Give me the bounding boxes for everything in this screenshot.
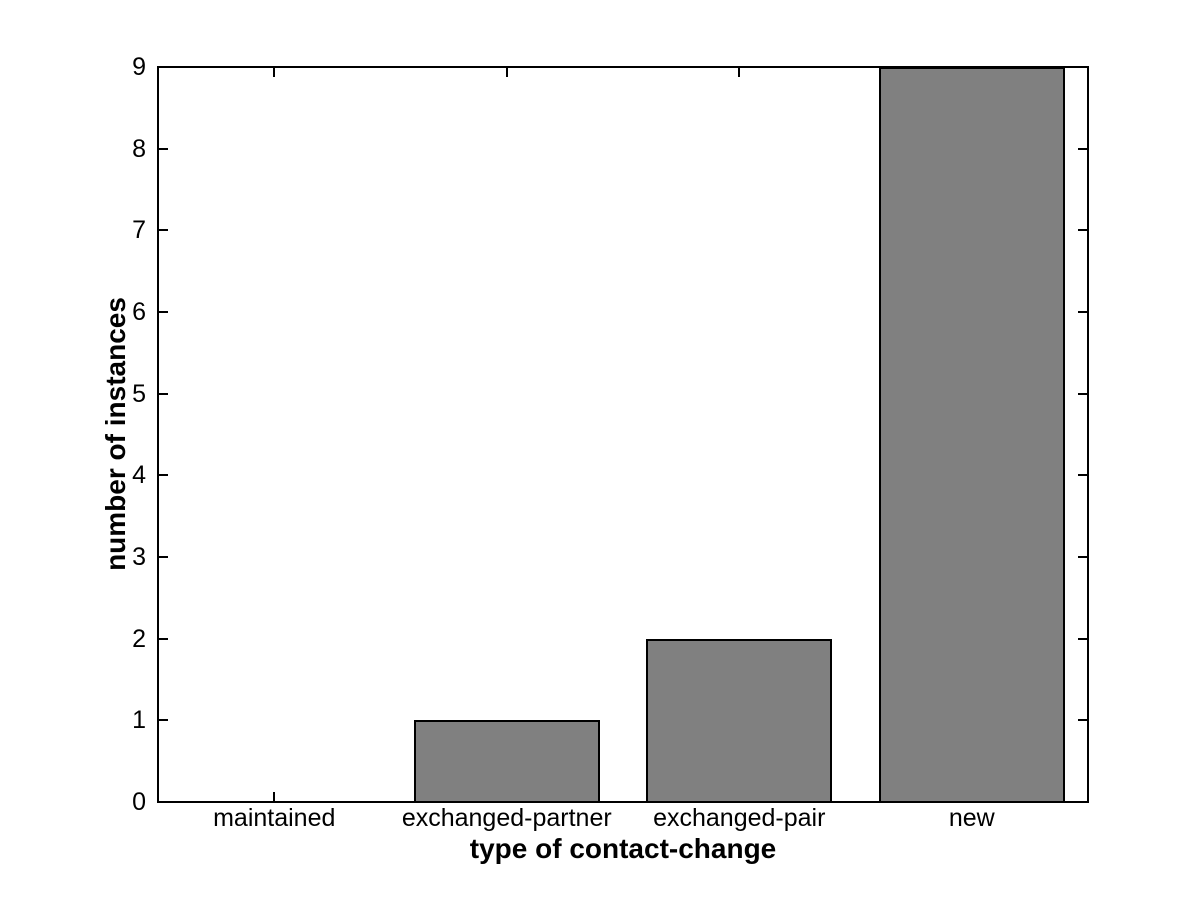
y-tick-label: 1 [132, 706, 146, 735]
x-tick-label: new [948, 804, 995, 832]
y-tick-label: 2 [132, 624, 146, 653]
y-tick-right [1078, 474, 1088, 477]
x-tick-top [273, 67, 276, 77]
y-tick-right [1078, 637, 1088, 640]
y-tick-left [158, 311, 168, 313]
bar-exchanged-pair [646, 638, 833, 803]
x-axis-label: type of contact-change [469, 833, 777, 864]
y-tick-left [158, 392, 168, 395]
y-tick-right [1078, 147, 1088, 150]
y-axis-label: number of instances [100, 297, 131, 571]
x-tick-label: exchanged-pair [653, 804, 826, 832]
y-tick-left [158, 147, 168, 150]
x-tick-label: exchanged-partner [401, 804, 612, 832]
y-tick-left [158, 637, 168, 640]
y-tick-left [158, 474, 168, 477]
y-tick-label: 3 [132, 543, 146, 571]
y-tick-right [1078, 719, 1088, 722]
y-tick-label: 7 [132, 216, 146, 245]
y-tick-right [1078, 229, 1088, 232]
y-tick-left [158, 229, 168, 232]
y-tick-label: 8 [132, 134, 146, 163]
y-tick-left [158, 66, 168, 68]
x-tick-bottom [273, 792, 276, 802]
y-tick-left [158, 801, 168, 803]
y-tick-label: 6 [132, 298, 146, 326]
y-tick-left [158, 556, 168, 558]
y-tick-left [158, 719, 168, 722]
x-tick-top [505, 67, 508, 77]
y-tick-label: 0 [132, 788, 146, 816]
y-tick-right [1078, 392, 1088, 395]
y-tick-right [1078, 311, 1088, 313]
y-tick-label: 4 [132, 461, 146, 490]
x-tick-top [738, 67, 741, 77]
y-tick-right [1078, 801, 1088, 803]
y-tick-label: 5 [132, 379, 146, 408]
y-tick-label: 9 [132, 53, 146, 81]
bar-exchanged-partner [413, 720, 600, 803]
bar-new [878, 67, 1065, 803]
x-tick-label: maintained [213, 804, 336, 832]
y-tick-right [1078, 66, 1088, 68]
y-tick-right [1078, 556, 1088, 558]
